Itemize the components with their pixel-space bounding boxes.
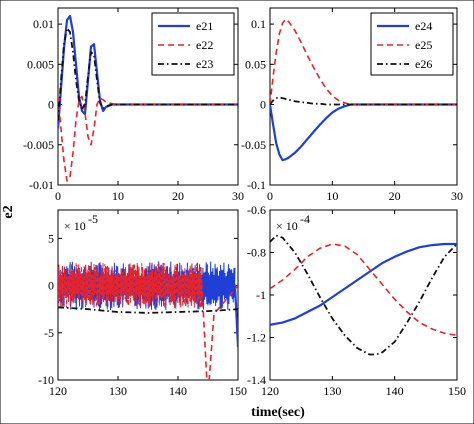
y-tick-label: -0.01 <box>29 178 54 192</box>
x-tick-label: 30 <box>232 189 244 203</box>
x-tick-label: 140 <box>169 384 187 398</box>
y-tick-label: -0.05 <box>241 138 266 152</box>
y-tick-label: -0.8 <box>247 246 266 260</box>
x-tick-label: 10 <box>326 189 338 203</box>
y-tick-label: -5 <box>44 326 54 340</box>
series-line-e25 <box>270 243 457 337</box>
panel-top-left: 0 10 20 30 0.01 0.005 0 -0.005 -0.01 e21 e22 e23 <box>23 7 244 203</box>
legend-label-e25: e25 <box>415 38 432 52</box>
x-tick-label: 140 <box>386 384 404 398</box>
x-tick-label: 30 <box>451 189 463 203</box>
legend-label-e23: e23 <box>196 57 213 71</box>
panel-top-right: 0 10 20 30 0.1 0.05 0 -0.05 -0.1 e24 e25 e26 <box>241 7 463 203</box>
y-tick-label: -10 <box>38 373 54 387</box>
legend-box <box>151 12 235 76</box>
x-tick-label: 10 <box>112 189 124 203</box>
series-group <box>270 234 457 356</box>
axis-multiplier-exponent: -5 <box>88 212 98 226</box>
axis-multiplier: × 10 <box>64 219 86 233</box>
y-tick-label: -0.6 <box>247 203 266 217</box>
legend: e21 e22 e23 <box>151 12 235 76</box>
y-tick-label: 0.1 <box>251 17 266 31</box>
x-tick-label: 130 <box>109 384 127 398</box>
y-tick-label: -1.2 <box>247 331 266 345</box>
x-tick-label: 120 <box>49 384 67 398</box>
y-tick-label: -1 <box>256 288 266 302</box>
legend-box <box>370 12 454 76</box>
panel-bottom-right: 120 130 140 150 -0.6 -0.8 -1 -1.2 -1.4 × 10 -4 <box>247 203 466 398</box>
y-tick-label: -1.4 <box>247 373 266 387</box>
series-group <box>58 14 238 182</box>
x-tick-label: 150 <box>448 384 466 398</box>
x-tick-label: 20 <box>172 189 184 203</box>
series-line-e26 <box>270 96 457 106</box>
y-tick-label: 0.01 <box>33 17 54 31</box>
axes-frame <box>269 209 458 381</box>
y-tick-label: 0 <box>260 98 266 112</box>
y-tick-label: -0.005 <box>23 138 54 152</box>
y-tick-label: 0 <box>48 98 54 112</box>
series-line-e25 <box>270 18 457 106</box>
y-tick-label: 0 <box>48 279 54 293</box>
axis-multiplier-exponent: -4 <box>300 212 310 226</box>
series-line-e23 <box>58 306 238 314</box>
y-axis-label: e2 <box>1 205 16 218</box>
x-tick-label: 150 <box>229 384 247 398</box>
series-noise-e22 <box>58 262 203 309</box>
x-tick-label: 120 <box>261 384 279 398</box>
y-tick-label: -0.1 <box>247 178 266 192</box>
x-tick-label: 0 <box>267 189 273 203</box>
series-group <box>270 18 457 162</box>
legend: e24 e25 e26 <box>370 12 454 76</box>
x-tick-label: 0 <box>55 189 61 203</box>
legend-label-e26: e26 <box>415 57 432 71</box>
axis-multiplier: × 10 <box>276 219 298 233</box>
legend-label-e22: e22 <box>196 38 213 52</box>
y-tick-label: 0.005 <box>27 57 54 71</box>
y-tick-label: 0.05 <box>245 57 266 71</box>
legend-label-e24: e24 <box>415 19 432 33</box>
y-tick-label: 5 <box>48 231 54 245</box>
x-tick-label: 130 <box>323 384 341 398</box>
series-line-e26 <box>270 234 457 356</box>
legend-label-e21: e21 <box>196 19 213 33</box>
x-axis-label: time(sec) <box>251 405 305 420</box>
x-tick-label: 20 <box>389 189 401 203</box>
series-group <box>58 261 238 380</box>
series-line-e22 <box>58 284 238 380</box>
series-line-e24 <box>270 242 457 326</box>
series-line-e23 <box>58 27 238 121</box>
